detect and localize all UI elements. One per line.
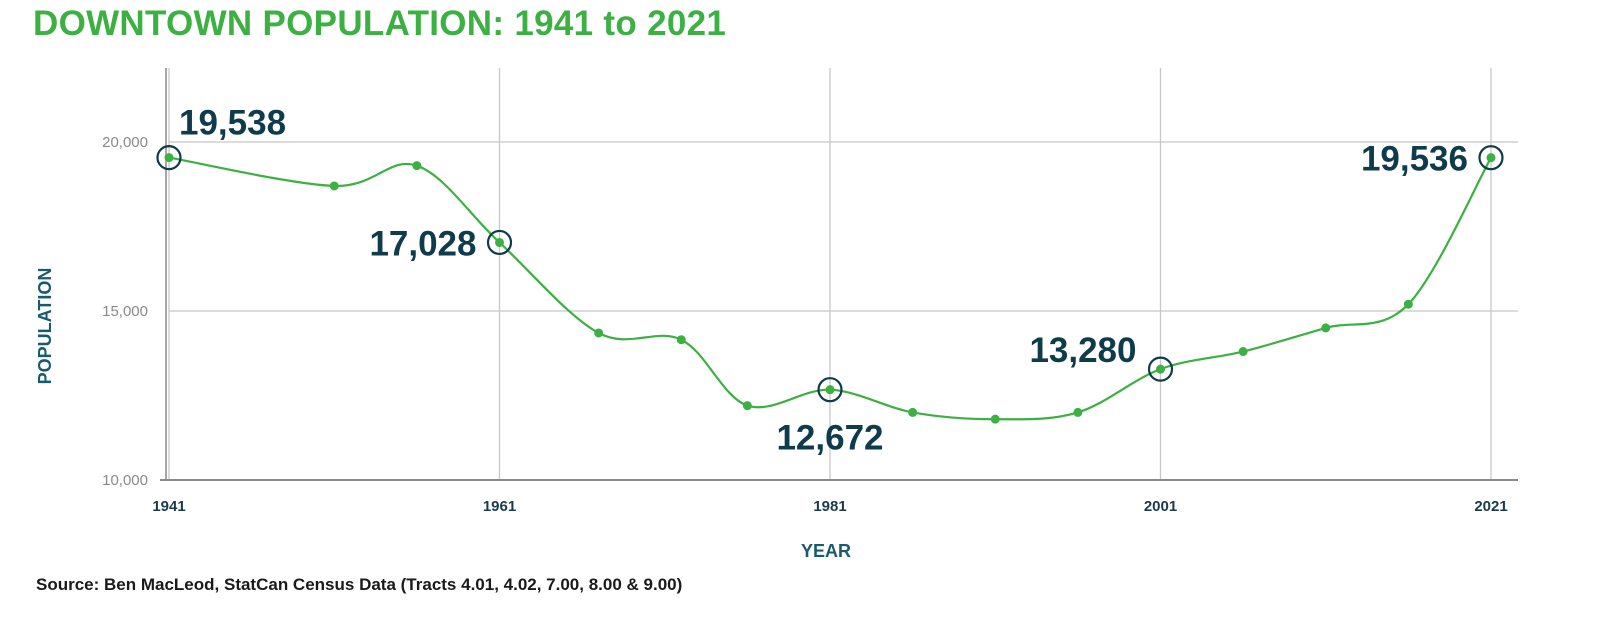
- highlight-ring: [817, 377, 843, 403]
- data-label: 13,280: [1029, 331, 1136, 370]
- y-tick-label: 15,000: [102, 303, 148, 320]
- chart-title: DOWNTOWN POPULATION: 1941 to 2021: [33, 4, 727, 43]
- x-tick-label: 1941: [152, 498, 185, 515]
- data-point: [908, 407, 918, 417]
- chart-source: Source: Ben MacLeod, StatCan Census Data…: [36, 575, 683, 594]
- grid-layer: [168, 68, 1518, 480]
- x-tick-label: 2021: [1474, 498, 1507, 515]
- data-label: 19,538: [179, 104, 286, 143]
- data-label: 12,672: [776, 419, 883, 458]
- data-label: 17,028: [369, 224, 476, 263]
- data-point: [1321, 323, 1331, 333]
- x-axis-title: YEAR: [801, 541, 851, 561]
- highlight-ring: [1478, 145, 1504, 171]
- highlight-ring: [486, 229, 513, 256]
- data-label: 19,536: [1361, 140, 1468, 179]
- series-line: [168, 156, 1492, 421]
- data-point: [329, 181, 339, 191]
- x-tick-label: 2001: [1144, 498, 1177, 515]
- data-point: [742, 401, 752, 411]
- y-tick-label: 20,000: [102, 134, 148, 151]
- y-axis-title: POPULATION: [35, 268, 55, 385]
- highlight-ring: [1147, 356, 1174, 382]
- data-point: [1156, 364, 1165, 374]
- data-point: [676, 335, 686, 345]
- data-point: [495, 237, 504, 247]
- point-layer: [164, 153, 1496, 424]
- data-point: [825, 385, 835, 395]
- line-layer: [168, 156, 1492, 421]
- y-tick-label: 10,000: [102, 472, 148, 489]
- data-point: [1486, 153, 1496, 163]
- callout-layer: 19,538 17,028 12,672 13,280 19,536: [156, 104, 1504, 458]
- x-tick-label: 1961: [483, 498, 516, 515]
- data-point: [1238, 347, 1248, 357]
- x-tick-label: 1981: [813, 498, 846, 515]
- highlight-ring: [156, 145, 182, 171]
- data-point: [1073, 407, 1083, 417]
- data-point: [594, 328, 604, 338]
- line-chart: 10,000 15,000 20,000 1941 1961 1981 2001 2021 1…: [35, 68, 1518, 561]
- axis-layer: 10,000 15,000 20,000 1941 1961 1981 2001 2021: [102, 68, 1518, 515]
- data-point: [164, 153, 174, 163]
- data-point: [990, 414, 1000, 424]
- data-point: [1403, 299, 1413, 309]
- data-point: [412, 161, 422, 171]
